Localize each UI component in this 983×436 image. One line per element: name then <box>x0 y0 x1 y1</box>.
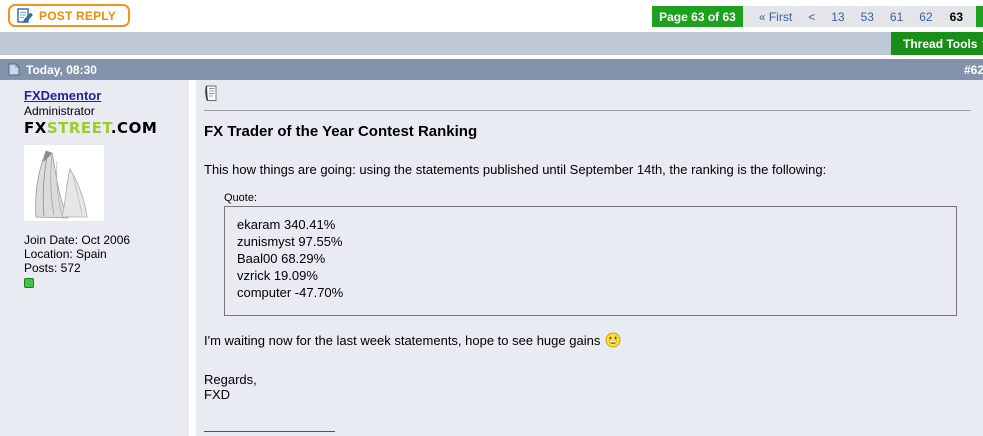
join-date: Join Date: Oct 2006 <box>24 233 131 247</box>
online-status-icon <box>24 278 34 288</box>
biggrin-smiley-icon <box>605 332 621 348</box>
thread-tools-label: Thread Tools <box>903 36 978 51</box>
header-rule <box>204 110 971 111</box>
post-number[interactable]: #62 <box>963 62 983 77</box>
location: Location: Spain <box>24 247 107 261</box>
user-role: Administrator <box>24 104 95 118</box>
panel-divider <box>189 80 196 436</box>
post-count: Posts: 572 <box>24 261 81 275</box>
thread-tools-bar: Thread Tools ▾ <box>0 32 983 55</box>
post-document-icon <box>204 85 971 105</box>
user-panel: FXDementor Administrator FXSTREET.COM Jo… <box>0 80 189 436</box>
quote-box: ekaram 340.41% zunismyst 97.55% Baal00 6… <box>224 206 957 316</box>
post-body: FXDementor Administrator FXSTREET.COM Jo… <box>0 80 983 436</box>
pagination-first-link[interactable]: « First <box>758 9 793 24</box>
post-date: Today, 08:30 <box>26 62 97 77</box>
logo-street: STREET <box>46 119 111 137</box>
pagination-prev-link[interactable]: < <box>808 9 816 24</box>
pagination-current-page: 63 <box>949 9 963 24</box>
avatar <box>24 145 104 221</box>
pagination-page-link[interactable]: 13 <box>831 9 845 24</box>
pagination: Page 63 of 63 « First < 13 53 61 62 63 <box>652 6 983 27</box>
thread-tools-button[interactable]: Thread Tools ▾ <box>891 32 983 55</box>
regards-text: Regards, <box>204 372 257 387</box>
pagination-page-link[interactable]: 53 <box>860 9 874 24</box>
pagination-next-button[interactable] <box>976 6 983 27</box>
ranking-line: ekaram 340.41% <box>237 217 336 232</box>
logo-fx: FX <box>24 119 47 137</box>
ranking-line: computer -47.70% <box>237 285 344 300</box>
signature-separator <box>204 431 335 432</box>
page-count-badge: Page 63 of 63 <box>652 6 743 27</box>
username-link[interactable]: FXDementor <box>24 88 102 103</box>
post-reply-button[interactable]: POST REPLY <box>8 4 130 27</box>
ranking-line: Baal00 68.29% <box>237 251 326 266</box>
ranking-line: vzrick 19.09% <box>237 268 318 283</box>
ranking-line: zunismyst 97.55% <box>237 234 343 249</box>
fxstreet-logo: FXSTREET.COM <box>24 119 181 137</box>
spacer <box>0 55 983 59</box>
pagination-page-link[interactable]: 62 <box>919 9 933 24</box>
closing-text: I'm waiting now for the last week statem… <box>204 332 601 348</box>
quote-block: Quote: ekaram 340.41% zunismyst 97.55% B… <box>224 192 957 316</box>
post-title: FX Trader of the Year Contest Ranking <box>204 123 478 140</box>
logo-com: .COM <box>110 119 158 137</box>
post-reply-icon <box>17 8 33 23</box>
post-date-icon <box>8 63 20 76</box>
signoff-text: FXD <box>204 387 230 402</box>
post-reply-label: POST REPLY <box>39 8 116 23</box>
top-toolbar: POST REPLY Page 63 of 63 « First < 13 53… <box>0 0 983 32</box>
pagination-links: « First < 13 53 61 62 63 <box>742 6 976 27</box>
post-header-bar: Today, 08:30 #62 <box>0 59 983 80</box>
post-intro-text: This how things are going: using the sta… <box>204 162 827 177</box>
quote-label: Quote: <box>224 192 258 204</box>
post-content: FX Trader of the Year Contest Ranking Th… <box>196 80 983 436</box>
pagination-page-link[interactable]: 61 <box>889 9 904 24</box>
signature-block: Beware of the black candle... <box>204 431 971 436</box>
